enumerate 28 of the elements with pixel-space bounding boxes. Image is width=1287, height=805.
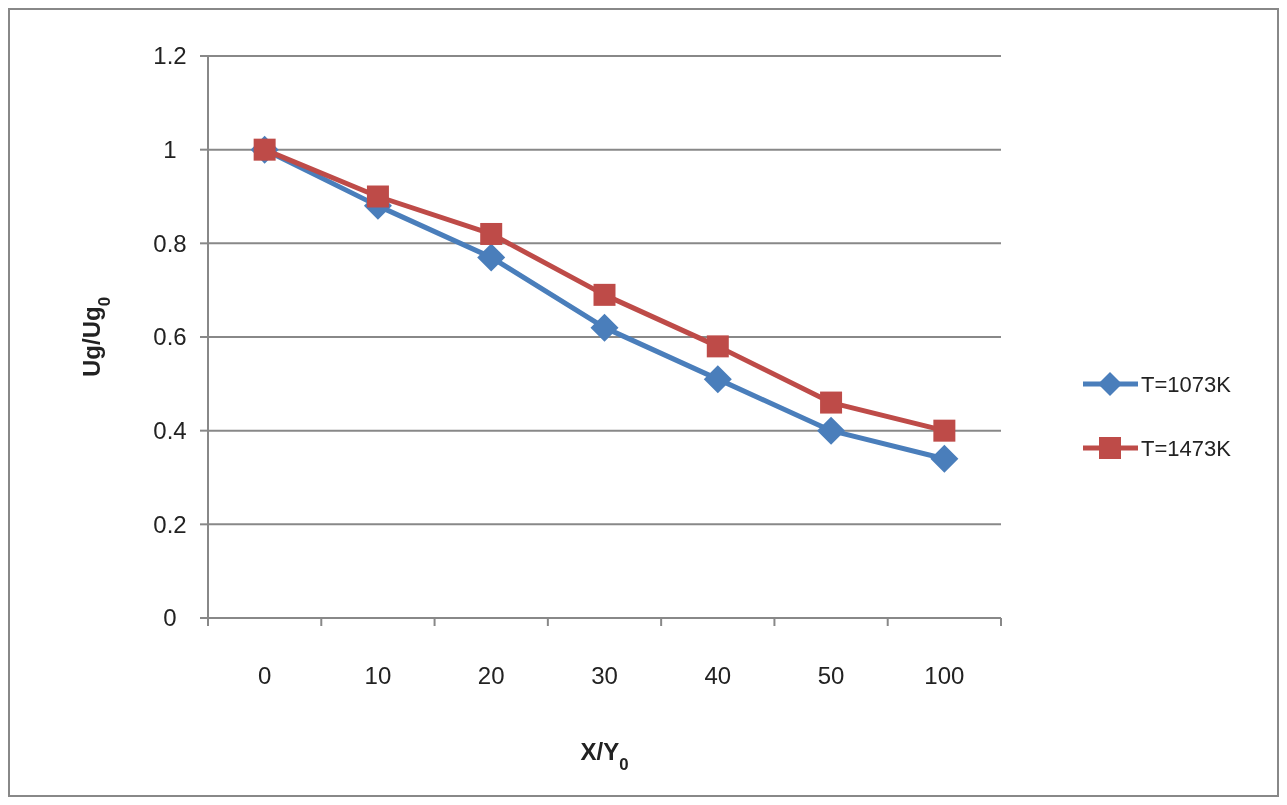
- y-tick-label: 0.8: [153, 229, 187, 257]
- point: [366, 185, 389, 208]
- point: [930, 444, 959, 473]
- point: [817, 416, 846, 445]
- point: [933, 419, 956, 442]
- y-tick-label: 1: [163, 136, 177, 164]
- x-tick-label: 100: [924, 662, 965, 690]
- y-tick-label: 0.2: [153, 510, 187, 538]
- y-tick-label: 0: [163, 604, 177, 632]
- legend-label: T=1473K: [1141, 435, 1232, 461]
- x-tick-label: 50: [817, 662, 845, 690]
- point: [703, 365, 732, 394]
- point: [480, 222, 503, 245]
- x-tick-label: 40: [704, 662, 732, 690]
- x-axis-title: X/Y$_{0}$: [580, 738, 629, 774]
- legend-label: T=1073K: [1141, 371, 1232, 397]
- point: [477, 243, 506, 272]
- x-tick-label: 0: [257, 662, 272, 690]
- x-tick-label: 30: [591, 662, 618, 690]
- y-tick-label: 0.4: [153, 417, 187, 445]
- x-tick-label: 10: [364, 662, 392, 690]
- y-tick-label: 0.6: [153, 323, 187, 351]
- point: [820, 391, 843, 414]
- y-tick-label: 1.2: [153, 42, 187, 70]
- point: [706, 335, 729, 358]
- point: [593, 283, 616, 306]
- point: [590, 313, 619, 342]
- x-tick-label: 20: [477, 662, 505, 690]
